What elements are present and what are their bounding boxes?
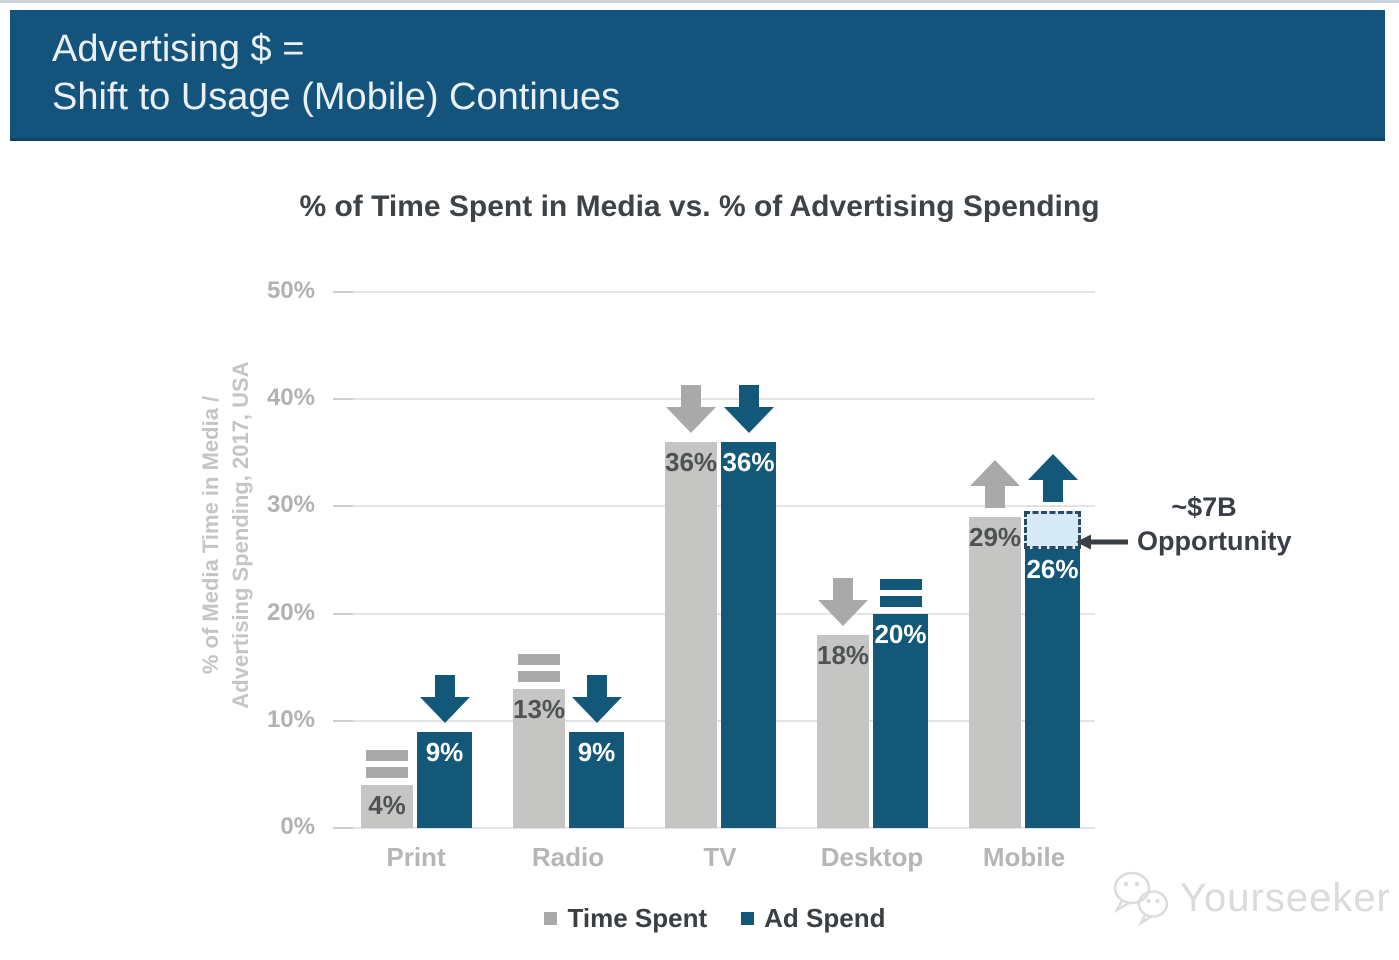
trend-flat-icon-radio-time-spent — [518, 653, 560, 688]
bar-mobile-time-spent: 29% — [969, 517, 1021, 828]
chart-legend: Time Spent Ad Spend — [335, 903, 1095, 934]
plot-area: 0% 10% 20% 30% 40% 50% Print Radio TV Desktop Mobi… — [267, 277, 1095, 872]
y-axis-label-line1: % of Media Time in Media / — [198, 395, 223, 675]
y-tick-label: 40% — [266, 384, 315, 412]
bar-value-label: 20% — [874, 618, 927, 649]
opportunity-annotation: ~$7B Opportunity — [1076, 492, 1306, 557]
bar-mobile-ad-spend: 26% — [1025, 549, 1080, 828]
bar-tv-ad-spend: 36% — [721, 442, 776, 828]
grid-tick-10 — [333, 719, 353, 722]
bar-value-label: 9% — [425, 736, 464, 767]
bar-desktop-ad-spend: 20% — [873, 613, 928, 828]
gridline-40 — [335, 398, 1095, 401]
grid-tick-40 — [333, 398, 353, 401]
chart-title: % of Time Spent in Media vs. % of Advert… — [299, 190, 1100, 223]
legend-label-ad-spend: Ad Spend — [764, 903, 886, 933]
legend-item-ad-spend: Ad Spend — [741, 903, 886, 934]
x-label-desktop: Desktop — [820, 842, 924, 872]
trend-down-icon-tv-time-spent — [666, 385, 716, 434]
annotation-value: ~$7B — [1171, 492, 1237, 522]
gridline-0 — [335, 827, 1095, 829]
grid-tick-30 — [333, 505, 353, 508]
x-label-print: Print — [386, 842, 446, 872]
opportunity-dashed-box — [1024, 510, 1081, 550]
bar-value-label: 26% — [1026, 554, 1079, 585]
bar-print-ad-spend: 9% — [417, 731, 472, 828]
y-tick-label: 20% — [266, 598, 315, 626]
y-tick-label: 10% — [266, 705, 315, 733]
grid-tick-50 — [333, 291, 353, 293]
grid-tick-0 — [333, 827, 353, 829]
trend-down-icon-print-ad-spend — [419, 674, 470, 723]
title-banner: Advertising $ = Shift to Usage (Mobile) … — [10, 10, 1385, 141]
x-label-tv: TV — [703, 842, 737, 872]
bar-tv-time-spent: 36% — [665, 442, 717, 828]
y-tick-label: 0% — [280, 813, 315, 840]
watermark-text: Yourseeker — [1180, 875, 1391, 920]
bar-desktop-time-spent: 18% — [817, 635, 869, 828]
left-arrow-icon — [1076, 534, 1128, 549]
bar-value-label: 13% — [513, 693, 566, 724]
time-spent-swatch-icon — [544, 912, 558, 925]
gridline-50 — [335, 291, 1095, 293]
chat-bubbles-icon — [1113, 871, 1169, 927]
watermark: Yourseeker — [1108, 868, 1391, 928]
trend-up-icon-mobile-time-spent — [970, 460, 1020, 509]
top-edge-divider — [0, 0, 1399, 3]
trend-down-icon-radio-ad-spend — [571, 674, 622, 723]
ad-spend-swatch-icon — [741, 912, 755, 925]
x-label-radio: Radio — [531, 842, 605, 872]
bar-value-label: 4% — [368, 790, 406, 821]
bar-radio-time-spent: 13% — [513, 688, 566, 828]
legend-label-time-spent: Time Spent — [567, 903, 708, 933]
bar-value-label: 9% — [577, 736, 616, 767]
annotation-label: Opportunity — [1137, 526, 1292, 556]
banner-title-line2: Shift to Usage (Mobile) Continues — [52, 76, 621, 118]
trend-down-icon-desktop-time-spent — [818, 578, 868, 627]
bar-value-label: 36% — [722, 447, 775, 478]
bar-value-label: 29% — [969, 522, 1022, 553]
y-axis-label-line2: Advertising Spending, 2017, USA — [228, 361, 253, 709]
legend-item-time-spent: Time Spent — [544, 903, 707, 934]
y-tick-label: 50% — [266, 277, 315, 304]
bar-value-label: 36% — [665, 447, 718, 478]
trend-up-icon-mobile-ad-spend — [1027, 453, 1078, 502]
bar-value-label: 18% — [817, 640, 870, 671]
x-label-mobile: Mobile — [982, 842, 1066, 872]
trend-flat-icon-desktop-ad-spend — [879, 578, 922, 613]
banner-title-line1: Advertising $ = — [52, 28, 305, 70]
y-tick-label: 30% — [266, 491, 315, 519]
bar-print-time-spent: 4% — [361, 785, 413, 828]
bar-radio-ad-spend: 9% — [569, 731, 624, 828]
grid-tick-20 — [333, 612, 353, 615]
trend-down-icon-tv-ad-spend — [723, 385, 774, 434]
trend-flat-icon-print-time-spent — [366, 750, 408, 784]
